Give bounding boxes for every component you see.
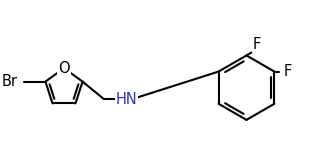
Text: O: O	[58, 61, 70, 76]
Text: F: F	[252, 37, 261, 52]
Text: HN: HN	[116, 92, 137, 107]
Text: Br: Br	[2, 74, 18, 89]
Text: F: F	[283, 64, 291, 79]
